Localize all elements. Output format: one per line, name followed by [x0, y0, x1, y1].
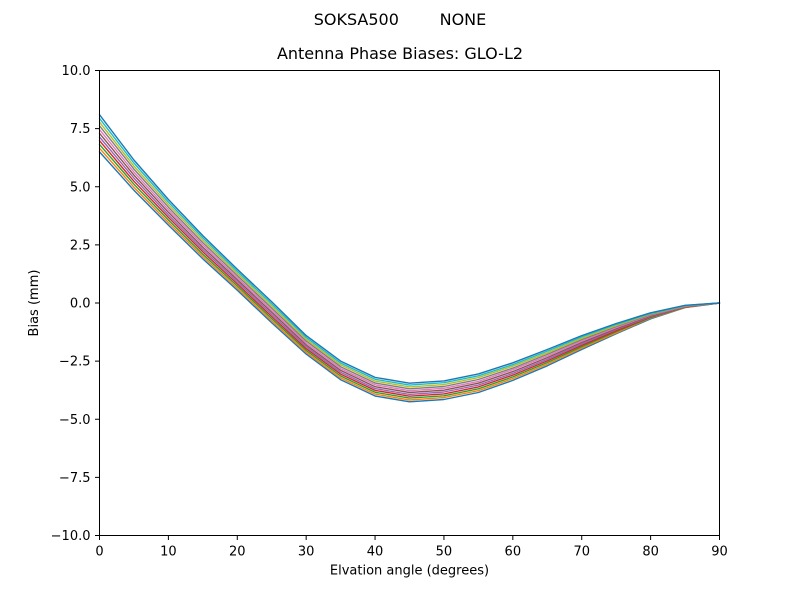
line-series-10	[98, 117, 721, 386]
line-series-8	[98, 125, 721, 390]
y-tick-label: 7.5	[70, 122, 91, 137]
line-series-11	[98, 113, 721, 384]
x-tick-label: 90	[711, 545, 728, 560]
y-tick-label: 10.0	[62, 64, 91, 79]
y-tick-label: 0.0	[70, 297, 91, 312]
y-tick-label: 2.5	[70, 238, 91, 253]
x-tick-label: 30	[298, 545, 315, 560]
y-tick-label: −7.5	[59, 471, 91, 486]
axes-frame	[99, 70, 720, 536]
axes-title: Antenna Phase Biases: GLO-L2	[276, 44, 524, 63]
line-series-5	[98, 136, 721, 396]
x-tick-label: 70	[573, 545, 590, 560]
line-series-3	[98, 143, 721, 399]
line-series-4	[98, 139, 721, 397]
x-tick-label: 80	[642, 545, 659, 560]
line-series-6	[98, 132, 721, 394]
line-series-2	[98, 147, 721, 401]
figure-suptitle: SOKSA500 NONE	[313, 10, 487, 29]
y-tick-label: 5.0	[70, 180, 91, 195]
x-axis-label: Elvation angle (degrees)	[330, 564, 489, 579]
line-series-9	[98, 121, 721, 388]
x-tick-label: 60	[505, 545, 522, 560]
y-tick-label: −10.0	[51, 529, 91, 544]
line-series-1	[98, 151, 721, 403]
x-tick-label: 10	[160, 545, 177, 560]
x-tick-label: 20	[229, 545, 246, 560]
x-tick-label: 0	[95, 545, 103, 560]
x-tick-label: 50	[436, 545, 453, 560]
y-tick-label: −2.5	[59, 355, 91, 370]
line-series-7	[98, 128, 721, 392]
x-tick-label: 40	[367, 545, 384, 560]
y-axis-label: Bias (mm)	[27, 270, 42, 337]
y-tick-label: −5.0	[59, 413, 91, 428]
